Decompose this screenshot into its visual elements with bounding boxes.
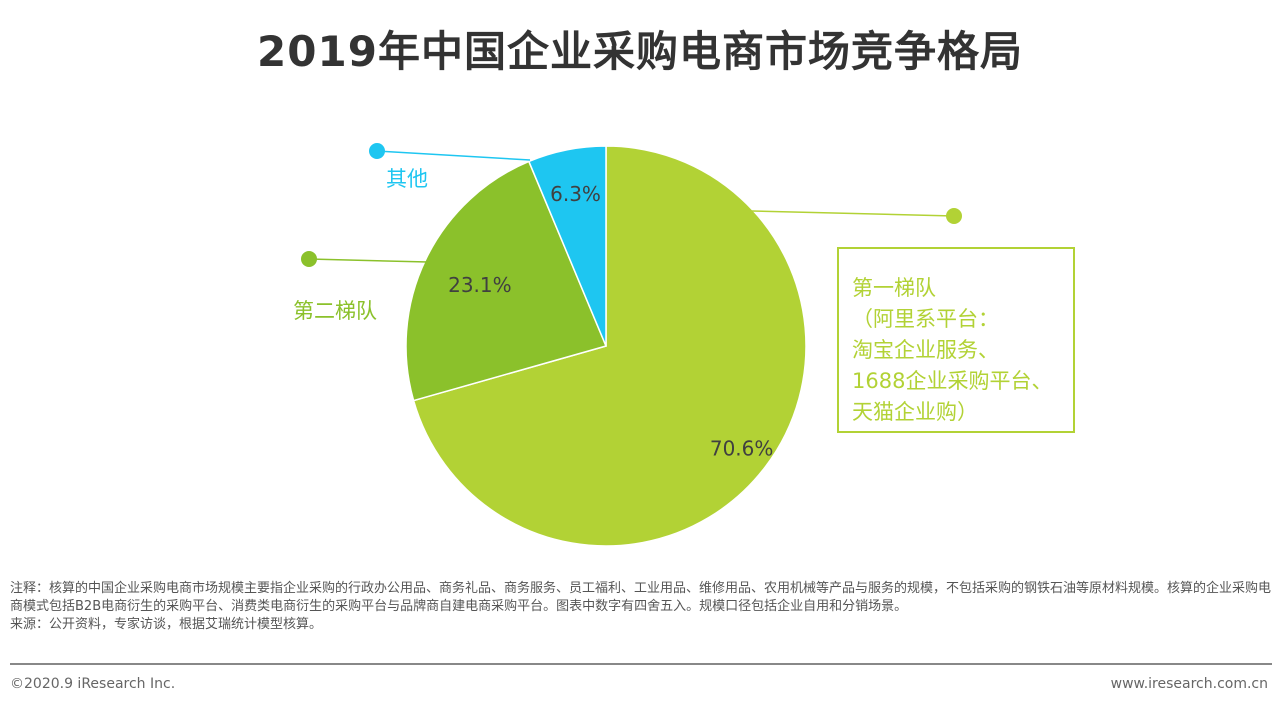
tier1-callout-box: 第一梯队 （阿里系平台： 淘宝企业服务、 1688企业采购平台、 天猫企业购） (837, 247, 1075, 433)
tier1-line: 淘宝企业服务、 (852, 338, 999, 362)
source-text: 来源：公开资料，专家访谈，根据艾瑞统计模型核算。 (10, 617, 323, 632)
tier1-line: 第一梯队 (852, 276, 936, 300)
copyright: ©2020.9 iResearch Inc. (10, 676, 176, 692)
tier1-line: （阿里系平台： (852, 307, 999, 331)
pie-slice-1 (405, 160, 608, 402)
label-other: 其他 (386, 167, 428, 191)
note-text: 注释：核算的中国企业采购电商市场规模主要指企业采购的行政办公用品、商务礼品、商务… (10, 581, 1272, 614)
leader-line-other (376, 150, 531, 161)
tier1-line: 天猫企业购） (852, 400, 978, 424)
page-title: 2019年中国企业采购电商市场竞争格局 (257, 27, 1023, 76)
leader-line-tier1 (751, 210, 955, 217)
data-label-0: 70.6% (710, 436, 774, 460)
footer-divider (10, 663, 1272, 665)
website-link[interactable]: www.iresearch.com.cn (1110, 676, 1268, 692)
tier1-line: 1688企业采购平台、 (852, 369, 1053, 393)
data-label-1: 23.1% (448, 273, 512, 297)
label-tier2: 第二梯队 (293, 299, 377, 323)
leader-dot-tier1 (946, 208, 962, 224)
leader-dot-other (369, 143, 385, 159)
pie-slice-0 (412, 145, 807, 547)
note: 注释：核算的中国企业采购电商市场规模主要指企业采购的行政办公用品、商务礼品、商务… (10, 580, 1272, 634)
leader-dot-tier2 (301, 251, 317, 267)
pie-slice-2 (527, 145, 607, 347)
leader-line-tier2 (308, 258, 429, 263)
data-label-2: 6.3% (550, 182, 601, 206)
